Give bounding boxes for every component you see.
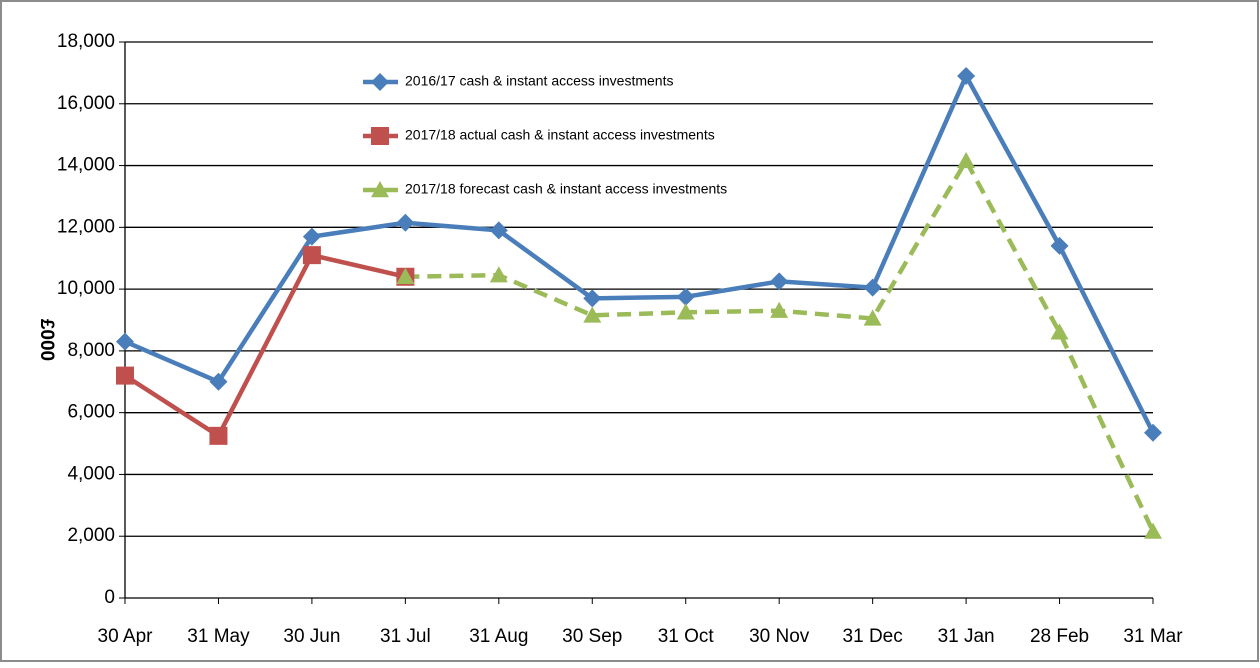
triangle-marker bbox=[371, 181, 389, 198]
diamond-marker bbox=[116, 332, 134, 351]
series-line bbox=[123, 252, 406, 439]
square-marker bbox=[371, 127, 389, 145]
diamond-marker bbox=[302, 227, 321, 246]
x-tick-label: 30 Nov bbox=[749, 626, 810, 647]
x-tick-label: 31 Mar bbox=[1123, 626, 1183, 647]
diamond-marker bbox=[583, 289, 602, 308]
square-marker bbox=[209, 426, 228, 445]
triangle-marker bbox=[583, 306, 602, 323]
y-tick-label: 0 bbox=[104, 587, 115, 608]
triangle-marker bbox=[676, 303, 695, 320]
y-tick-label: 2,000 bbox=[67, 525, 115, 546]
x-tick-label: 31 Dec bbox=[843, 626, 903, 647]
y-axis-label: £000 bbox=[36, 319, 57, 361]
triangle-marker bbox=[396, 267, 415, 284]
series-line bbox=[124, 73, 1156, 434]
triangle-marker bbox=[1050, 323, 1069, 340]
x-tick-label: 31 Jul bbox=[380, 626, 431, 647]
diamond-marker bbox=[676, 287, 695, 306]
y-tick-label: 14,000 bbox=[57, 155, 115, 176]
y-tick-label: 6,000 bbox=[67, 402, 115, 423]
diamond-marker bbox=[1144, 423, 1162, 442]
legend-label: 2016/17 cash & instant access investment… bbox=[405, 73, 673, 89]
diamond-marker bbox=[957, 66, 976, 85]
square-marker bbox=[116, 366, 134, 385]
diamond-marker bbox=[396, 213, 415, 232]
diamond-marker bbox=[770, 272, 789, 291]
x-tick-label: 30 Sep bbox=[562, 626, 622, 647]
diamond-marker bbox=[863, 278, 882, 297]
triangle-marker bbox=[863, 309, 882, 326]
triangle-marker bbox=[957, 151, 976, 169]
x-tick-label: 31 May bbox=[187, 626, 250, 647]
triangle-marker bbox=[770, 301, 789, 318]
y-tick-label: 12,000 bbox=[57, 216, 115, 237]
x-tick-label: 30 Apr bbox=[98, 626, 154, 647]
x-tick-label: 30 Jun bbox=[283, 626, 340, 647]
triangle-marker bbox=[489, 266, 508, 283]
y-tick-label: 10,000 bbox=[57, 278, 115, 299]
x-tick-label: 31 Oct bbox=[658, 626, 715, 647]
triangle-marker bbox=[1144, 522, 1162, 539]
y-tick-label: 16,000 bbox=[57, 93, 115, 114]
y-tick-label: 8,000 bbox=[67, 340, 115, 361]
diamond-marker bbox=[1050, 236, 1069, 255]
diamond-marker bbox=[489, 221, 508, 240]
legend-label: 2017/18 actual cash & instant access inv… bbox=[405, 127, 715, 143]
diamond-marker bbox=[209, 372, 228, 391]
x-tick-label: 28 Feb bbox=[1030, 626, 1089, 647]
diamond-marker bbox=[371, 73, 389, 91]
square-marker bbox=[302, 246, 321, 265]
y-tick-label: 4,000 bbox=[67, 463, 115, 484]
x-tick-label: 31 Jan bbox=[938, 626, 995, 647]
legend-label: 2017/18 forecast cash & instant access i… bbox=[405, 181, 727, 197]
x-tick-label: 31 Aug bbox=[469, 626, 528, 647]
y-tick-label: 18,000 bbox=[57, 31, 115, 52]
